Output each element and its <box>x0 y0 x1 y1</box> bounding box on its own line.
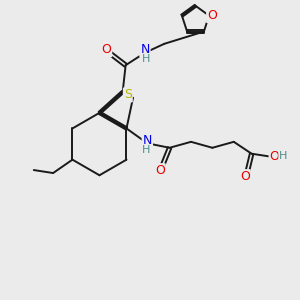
Text: S: S <box>124 88 132 101</box>
Text: H: H <box>142 54 151 64</box>
Text: O: O <box>101 43 111 56</box>
Text: O: O <box>155 164 165 177</box>
Text: O: O <box>207 9 217 22</box>
Text: O: O <box>270 150 280 163</box>
Text: H: H <box>142 145 150 155</box>
Text: N: N <box>140 43 150 56</box>
Text: O: O <box>240 170 250 183</box>
Text: N: N <box>142 134 152 147</box>
Text: H: H <box>279 151 288 161</box>
